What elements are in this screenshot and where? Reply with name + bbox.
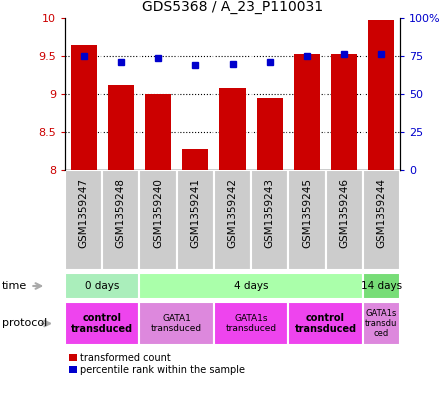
Bar [65, 274, 139, 299]
Bar [220, 88, 246, 170]
Bar [65, 170, 102, 270]
Text: GSM1359243: GSM1359243 [265, 178, 275, 248]
Text: 14 days: 14 days [361, 281, 402, 291]
Bar [251, 170, 288, 270]
Bar [363, 274, 400, 299]
Text: GSM1359241: GSM1359241 [190, 178, 200, 248]
Bar [70, 44, 97, 170]
Text: percentile rank within the sample: percentile rank within the sample [81, 365, 246, 375]
Bar [257, 98, 283, 170]
Title: GDS5368 / A_23_P110031: GDS5368 / A_23_P110031 [142, 0, 323, 14]
Bar [145, 94, 171, 170]
Bar [294, 55, 320, 170]
Text: protocol: protocol [2, 318, 48, 329]
Text: 0 days: 0 days [85, 281, 119, 291]
Bar [288, 302, 363, 345]
Bar [139, 302, 214, 345]
Text: 4 days: 4 days [234, 281, 268, 291]
Bar [288, 170, 326, 270]
Bar [214, 170, 251, 270]
Bar [182, 149, 208, 170]
Text: GATA1s
transduced: GATA1s transduced [226, 314, 277, 333]
Bar [108, 85, 134, 170]
Text: GSM1359248: GSM1359248 [116, 178, 126, 248]
Text: GSM1359240: GSM1359240 [153, 178, 163, 248]
Text: control
transduced: control transduced [71, 313, 133, 334]
Text: GSM1359242: GSM1359242 [227, 178, 238, 248]
Bar [368, 20, 394, 170]
Bar [65, 302, 139, 345]
Text: transformed count: transformed count [81, 353, 171, 363]
Bar [139, 274, 363, 299]
Bar [139, 170, 177, 270]
Text: control
transduced: control transduced [294, 313, 356, 334]
Text: time: time [2, 281, 27, 291]
Bar [331, 55, 357, 170]
Bar [177, 170, 214, 270]
Text: GATA1
transduced: GATA1 transduced [151, 314, 202, 333]
Bar [214, 302, 288, 345]
Text: GSM1359246: GSM1359246 [339, 178, 349, 248]
Bar [363, 302, 400, 345]
Bar [363, 170, 400, 270]
Text: GATA1s
transdu
ced: GATA1s transdu ced [365, 309, 398, 338]
Bar [102, 170, 139, 270]
Text: GSM1359245: GSM1359245 [302, 178, 312, 248]
Bar [326, 170, 363, 270]
Text: GSM1359244: GSM1359244 [376, 178, 386, 248]
Text: GSM1359247: GSM1359247 [79, 178, 88, 248]
